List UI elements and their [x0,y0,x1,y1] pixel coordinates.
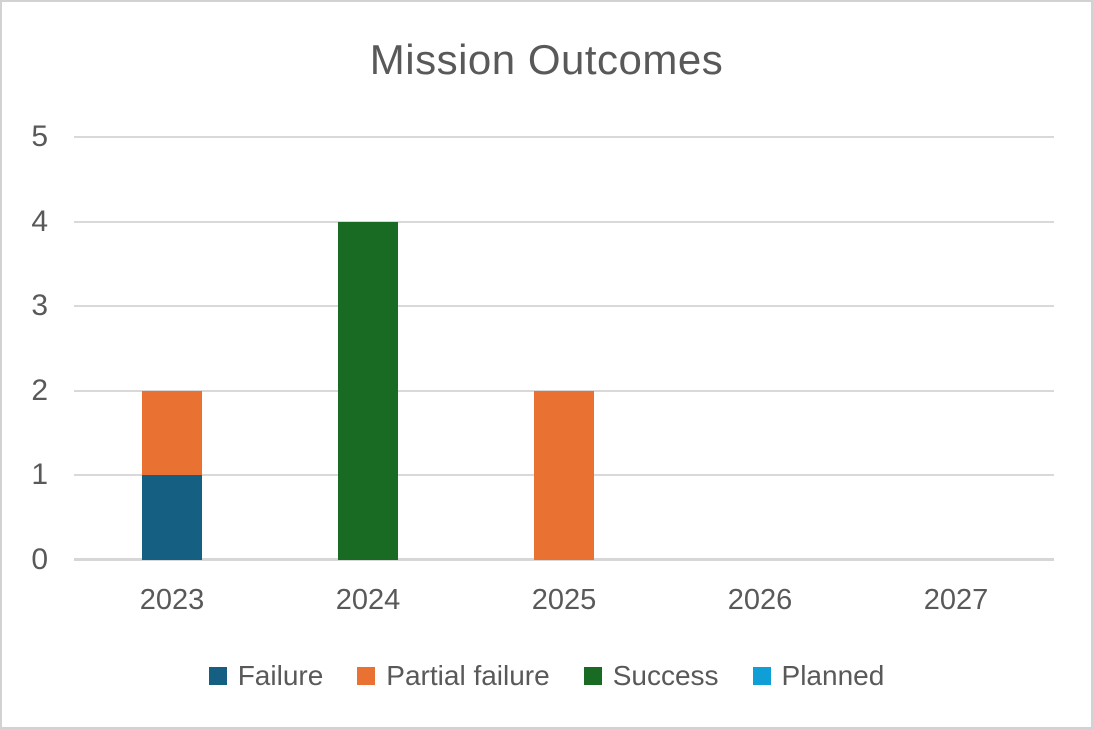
x-tick-label-2023: 2023 [139,584,205,616]
legend-swatch-success [583,667,602,685]
bar-segment-success-2024 [338,221,398,560]
x-tick-label-2026: 2026 [727,584,793,616]
y-tick-label: 0 [31,543,48,576]
x-tick-label-2027: 2027 [923,584,989,616]
y-tick-label: 2 [31,373,48,407]
chart-title: Mission Outcomes [369,36,724,83]
gridline [74,305,1054,308]
legend-item-success: Success [583,659,719,693]
legend-label-planned: Planned [781,660,885,691]
gridline [74,136,1054,138]
y-tick-label: 4 [31,204,48,238]
legend-swatch-partial-failure [357,667,376,685]
bar-segment-partial-failure-2025 [534,390,594,560]
legend-label-success: Success [612,660,719,691]
x-tick-label-2025: 2025 [531,584,597,616]
legend-item-partial-failure: Partial failure [357,659,550,693]
bar-segment-failure-2023 [142,475,202,560]
legend-swatch-planned [752,667,771,685]
plot-area [74,136,1054,561]
legend-label-failure: Failure [237,660,324,691]
legend-swatch-failure [208,667,227,685]
y-tick-label: 1 [31,458,48,492]
legend-item-failure: Failure [208,659,324,693]
y-tick-label: 3 [31,289,48,323]
legend-label-partial-failure: Partial failure [386,660,550,691]
bar-segment-partial-failure-2023 [142,390,202,476]
legend: Failure Partial failure Success Planned [2,659,1091,693]
legend-item-planned: Planned [752,659,885,693]
gridline [74,220,1054,223]
x-tick-label-2024: 2024 [335,584,401,616]
y-tick-label: 5 [31,120,48,153]
